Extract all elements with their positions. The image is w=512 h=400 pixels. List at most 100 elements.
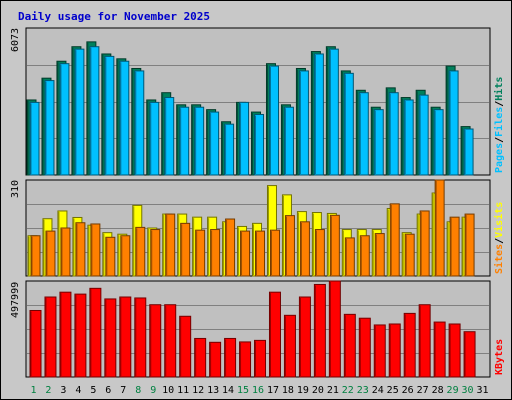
- bar-sites-day-22: [344, 237, 355, 277]
- day-label-6: 6: [105, 385, 111, 396]
- bar-kbytes-day-21: [328, 280, 341, 378]
- bar-kbytes-day-8: [134, 297, 147, 378]
- bar-files-day-27: [418, 94, 429, 176]
- bar-sites-day-14: [225, 218, 236, 277]
- day-label-17: 17: [267, 385, 279, 396]
- bar-kbytes-day-7: [119, 296, 132, 378]
- day-label-29: 29: [447, 385, 459, 396]
- bar-sites-day-21: [329, 214, 340, 277]
- bar-sites-day-23: [359, 235, 370, 277]
- day-label-8: 8: [135, 385, 141, 396]
- bar-files-day-5: [89, 46, 100, 176]
- bar-sites-day-20: [314, 229, 325, 277]
- bar-kbytes-day-6: [104, 298, 117, 378]
- bar-files-day-4: [74, 48, 85, 176]
- bar-kbytes-day-15: [239, 341, 252, 378]
- bar-sites-day-5: [90, 223, 101, 277]
- day-label-12: 12: [192, 385, 204, 396]
- bar-kbytes-day-3: [59, 291, 72, 378]
- bar-sites-day-2: [45, 230, 56, 277]
- bar-kbytes-day-12: [194, 337, 207, 378]
- bar-files-day-20: [313, 53, 324, 176]
- bar-sites-day-19: [299, 221, 310, 277]
- day-label-25: 25: [387, 385, 399, 396]
- bar-sites-day-8: [135, 226, 146, 277]
- bar-sites-day-6: [105, 236, 116, 277]
- bar-files-day-24: [373, 109, 384, 176]
- bar-sites-day-15: [240, 230, 251, 277]
- bar-files-day-22: [343, 72, 354, 176]
- bar-files-day-3: [59, 63, 70, 176]
- day-label-5: 5: [90, 385, 96, 396]
- legend-pages: Pages: [494, 143, 505, 173]
- bar-kbytes-day-26: [403, 312, 416, 378]
- legend-files: Files: [493, 107, 505, 137]
- bar-files-day-10: [164, 97, 175, 176]
- bar-files-day-13: [209, 111, 220, 176]
- bar-sites-day-13: [210, 229, 221, 277]
- bar-kbytes-day-13: [209, 341, 222, 378]
- bar-kbytes-day-28: [433, 321, 446, 378]
- bar-files-day-28: [433, 109, 444, 176]
- day-label-26: 26: [402, 385, 414, 396]
- panel-2-legend: Sites/Visits: [493, 202, 505, 274]
- chart-title: Daily usage for November 2025: [18, 10, 210, 23]
- bar-sites-day-11: [180, 222, 191, 277]
- day-label-20: 20: [312, 385, 324, 396]
- legend-sites: Sites: [493, 244, 505, 274]
- day-label-13: 13: [207, 385, 219, 396]
- bar-sites-day-4: [75, 222, 86, 277]
- legend-separator: /: [494, 238, 505, 244]
- bar-kbytes-day-25: [388, 323, 401, 378]
- bar-kbytes-day-5: [89, 287, 102, 378]
- day-label-14: 14: [222, 385, 234, 396]
- legend-hits: Hits: [493, 77, 505, 101]
- day-label-15: 15: [237, 385, 249, 396]
- bar-sites-day-9: [150, 229, 161, 277]
- bar-kbytes-day-2: [44, 296, 57, 378]
- bar-sites-day-12: [195, 229, 206, 277]
- legend-separator: /: [494, 101, 505, 107]
- bar-files-day-12: [194, 106, 205, 176]
- bar-files-day-14: [224, 123, 235, 176]
- panel-1-legend: Pages/Files/Hits: [493, 77, 505, 173]
- day-label-4: 4: [75, 385, 81, 396]
- day-label-18: 18: [282, 385, 294, 396]
- bar-kbytes-day-19: [298, 296, 311, 378]
- bar-files-day-11: [179, 106, 190, 176]
- panel3-ymax-label: 497999: [10, 282, 21, 318]
- bar-sites-day-3: [60, 227, 71, 277]
- day-label-31: 31: [476, 385, 488, 396]
- day-label-2: 2: [45, 385, 51, 396]
- day-label-1: 1: [30, 385, 36, 396]
- bar-files-day-17: [268, 65, 279, 176]
- bar-files-day-2: [44, 80, 55, 176]
- day-label-11: 11: [177, 385, 189, 396]
- bar-files-day-16: [254, 113, 265, 176]
- day-label-3: 3: [60, 385, 66, 396]
- day-label-9: 9: [150, 385, 156, 396]
- legend-separator: /: [494, 137, 505, 143]
- bar-sites-day-28: [434, 179, 445, 277]
- bar-files-day-23: [358, 92, 369, 176]
- bar-sites-day-30: [464, 213, 475, 277]
- bar-kbytes-day-17: [268, 291, 281, 378]
- bar-sites-day-18: [284, 215, 295, 277]
- panel-3-legend: KBytes: [494, 339, 505, 375]
- bar-kbytes-day-27: [418, 304, 431, 378]
- legend-visits: Visits: [493, 202, 505, 238]
- day-label-7: 7: [120, 385, 126, 396]
- bar-files-day-6: [104, 55, 115, 176]
- bar-sites-day-24: [374, 233, 385, 277]
- day-label-21: 21: [327, 385, 339, 396]
- bar-files-day-18: [283, 106, 294, 176]
- bar-files-day-29: [448, 70, 459, 176]
- legend-kbytes: KBytes: [494, 339, 505, 375]
- bar-kbytes-day-24: [373, 324, 386, 378]
- day-label-16: 16: [252, 385, 264, 396]
- bar-sites-day-27: [419, 210, 430, 277]
- day-label-27: 27: [417, 385, 429, 396]
- bar-sites-day-10: [165, 213, 176, 277]
- bar-files-day-8: [134, 70, 145, 176]
